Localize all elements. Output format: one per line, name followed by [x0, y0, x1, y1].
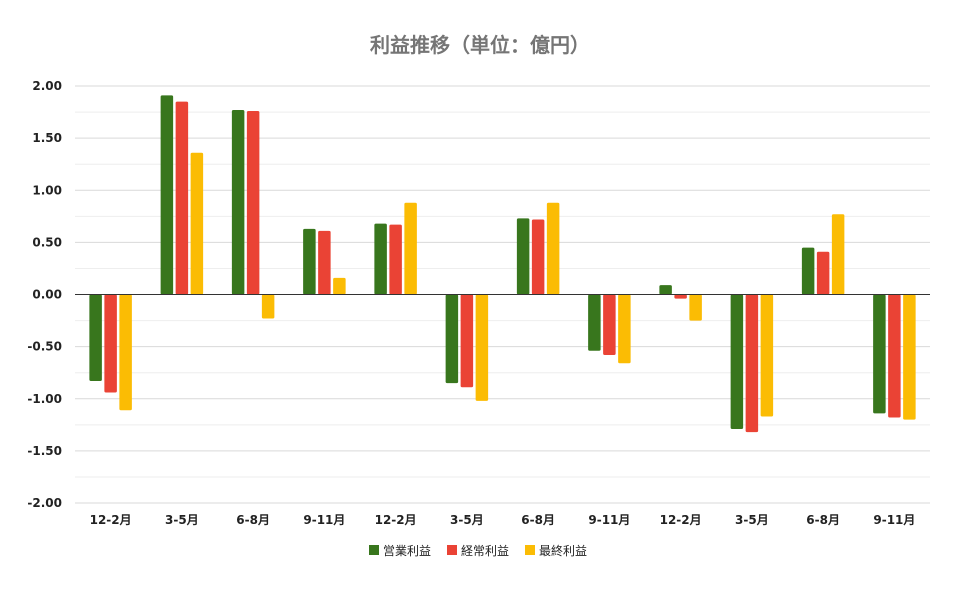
x-tick-label: 6-8月 [806, 513, 840, 527]
legend-swatch [447, 545, 457, 555]
bar-3-3 [261, 294, 275, 319]
bars [89, 95, 916, 433]
bar-2-4 [318, 230, 331, 295]
bar-3-8 [618, 294, 631, 364]
x-tick-label: 9-11月 [873, 513, 915, 527]
bar-3-10 [760, 294, 774, 417]
legend-label: 営業利益 [383, 544, 431, 558]
legend-item-1: 営業利益 [369, 544, 431, 558]
legend-swatch [525, 545, 535, 555]
bar-2-11 [816, 251, 830, 295]
y-tick-label: 1.00 [32, 183, 62, 197]
bar-3-6 [475, 294, 489, 401]
bar-3-12 [903, 294, 916, 420]
bar-1-8 [588, 294, 601, 351]
bar-2-3 [246, 111, 260, 295]
bar-2-7 [531, 219, 545, 295]
x-tick-label: 3-5月 [450, 513, 484, 527]
y-tick-label: -1.50 [27, 444, 62, 458]
x-tick-label: 6-8月 [521, 513, 555, 527]
bar-2-8 [603, 294, 616, 355]
y-axis-ticks: 2.00 1.50 1.00 0.50 0.00 -0.50 -1.00 -1.50 -2.00 [27, 79, 62, 510]
bar-2-9 [674, 294, 687, 299]
legend-label: 最終利益 [539, 543, 587, 558]
x-tick-label: 6-8月 [236, 513, 270, 527]
legend-item-2: 経常利益 [447, 544, 509, 558]
x-tick-label: 9-11月 [588, 513, 630, 527]
legend-item-3: 最終利益 [525, 543, 587, 558]
y-tick-label: -1.00 [27, 392, 62, 406]
x-tick-label: 12-2月 [660, 513, 702, 527]
bar-1-2 [160, 95, 174, 295]
x-tick-label: 3-5月 [165, 513, 199, 527]
bar-3-7 [546, 202, 560, 295]
bar-1-11 [801, 247, 815, 295]
bar-3-9 [689, 294, 702, 321]
bar-1-7 [516, 218, 530, 295]
bar-3-11 [831, 214, 845, 295]
bar-1-4 [303, 228, 316, 295]
bar-1-12 [873, 294, 886, 414]
bar-2-1 [104, 294, 117, 393]
bar-1-1 [89, 294, 102, 382]
bar-1-3 [231, 109, 245, 295]
y-tick-label: 1.50 [32, 131, 62, 145]
x-tick-label: 3-5月 [735, 513, 769, 527]
legend-swatch [369, 545, 379, 555]
bar-1-9 [659, 285, 672, 295]
y-tick-label: -0.50 [27, 340, 62, 354]
x-tick-label: 9-11月 [303, 513, 345, 527]
bar-1-10 [730, 294, 744, 429]
bar-3-4 [333, 277, 346, 295]
x-tick-label: 12-2月 [90, 513, 132, 527]
y-tick-label: 2.00 [32, 79, 62, 93]
bar-2-5 [389, 224, 402, 295]
bar-1-5 [374, 223, 387, 295]
grid [75, 85, 930, 504]
bar-2-2 [175, 101, 189, 295]
legend: 営業利益 経常利益 最終利益 [369, 543, 587, 558]
chart-title: 利益推移（単位：億円） [370, 33, 590, 57]
bar-3-2 [190, 152, 204, 295]
y-tick-label: 0.50 [32, 235, 62, 249]
y-tick-label: -2.00 [27, 496, 62, 510]
bar-3-5 [404, 202, 417, 295]
bar-3-1 [119, 294, 132, 411]
bar-2-6 [460, 294, 474, 388]
legend-label: 経常利益 [461, 544, 509, 558]
x-tick-label: 12-2月 [375, 513, 417, 527]
bar-2-10 [745, 294, 759, 433]
bar-1-6 [445, 294, 459, 384]
x-axis-ticks: 12-2月 3-5月 6-8月 9-11月 12-2月 3-5月 6-8月 9-11月 12-2… [90, 513, 916, 527]
bar-2-12 [888, 294, 901, 418]
y-tick-label: 0.00 [32, 288, 62, 302]
